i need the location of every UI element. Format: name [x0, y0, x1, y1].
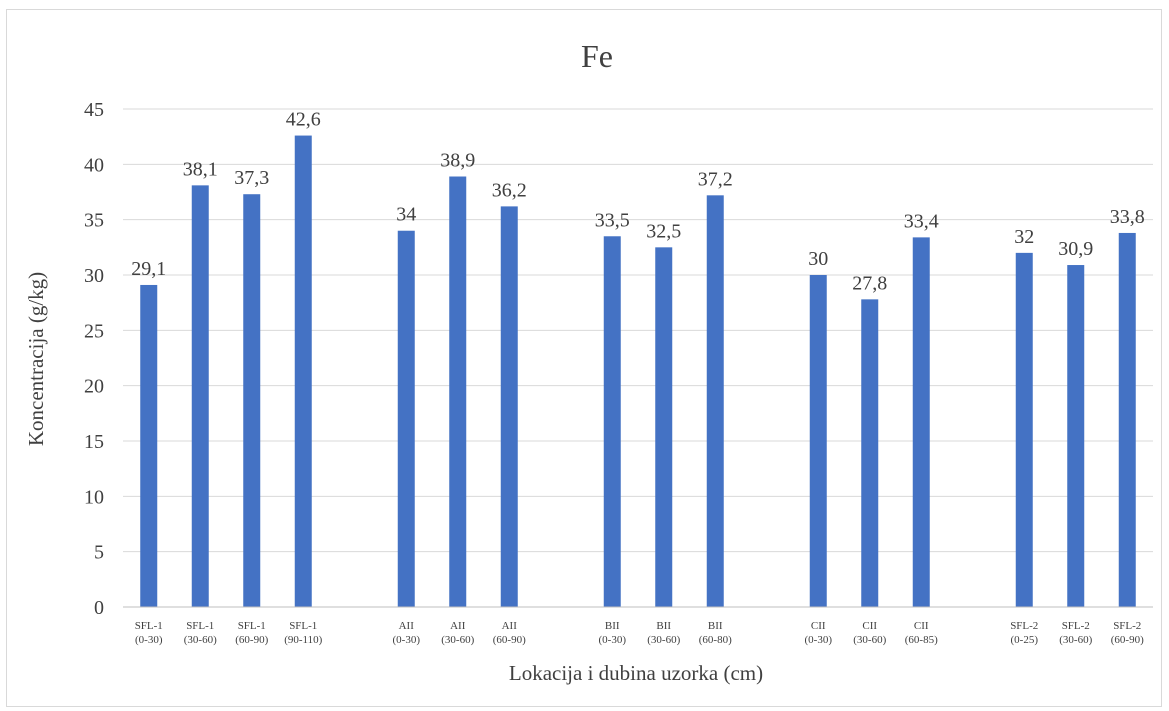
x-tick-label: AII	[399, 620, 415, 632]
x-tick-sublabel: (30-60)	[441, 634, 474, 646]
data-label: 30	[808, 248, 828, 270]
bar	[655, 247, 673, 608]
bars	[140, 135, 1136, 608]
data-label: 29,1	[131, 258, 166, 280]
bar	[449, 176, 467, 608]
x-axis-title: Lokacija i dubina uzorka (cm)	[509, 661, 763, 685]
bar	[243, 194, 261, 608]
y-tick-label: 30	[84, 265, 104, 287]
x-tick-sublabel: (30-60)	[184, 634, 217, 646]
data-label: 34	[396, 204, 416, 226]
x-tick-sublabel: (30-60)	[647, 634, 680, 646]
y-tick-label: 35	[84, 210, 104, 232]
x-tick-label: CII	[862, 620, 877, 632]
data-label: 38,9	[440, 150, 475, 172]
bar	[294, 135, 312, 607]
bar	[1118, 232, 1136, 608]
y-tick-label: 25	[84, 320, 104, 342]
x-tick-label: CII	[811, 620, 826, 632]
y-tick-label: 20	[84, 376, 104, 398]
bar	[191, 185, 209, 608]
chart-title: Fe	[581, 38, 613, 74]
bar	[809, 275, 827, 607]
data-label: 27,8	[852, 272, 887, 294]
bar	[500, 206, 518, 608]
x-tick-label: AII	[502, 620, 518, 632]
x-tick-sublabel: (0-25)	[1011, 634, 1039, 646]
bar	[912, 237, 930, 607]
bar	[397, 230, 415, 607]
data-label: 37,2	[698, 168, 733, 190]
x-tick-sublabel: (30-60)	[1059, 634, 1092, 646]
data-label: 33,8	[1110, 206, 1145, 228]
x-tick-sublabel: (60-90)	[235, 634, 268, 646]
y-tick-label: 15	[84, 431, 104, 453]
x-tick-label: SFL-1	[238, 620, 266, 632]
data-label: 32	[1014, 226, 1034, 248]
bar	[861, 299, 879, 607]
x-tick-label: CII	[914, 620, 929, 632]
x-tick-label: SFL-1	[289, 620, 317, 632]
x-tick-sublabel: (60-90)	[493, 634, 526, 646]
x-tick-label: SFL-1	[135, 620, 163, 632]
x-tick-label: SFL-1	[186, 620, 214, 632]
bar	[1015, 252, 1033, 607]
data-label: 33,5	[595, 209, 630, 231]
x-tick-sublabel: (60-90)	[1111, 634, 1144, 646]
y-axis-ticks: 0 5 10 15 20 25 30 35 40 45	[84, 99, 104, 619]
y-tick-label: 40	[84, 154, 104, 176]
data-label: 33,4	[904, 210, 939, 232]
bar	[140, 284, 158, 607]
x-tick-sublabel: (0-30)	[805, 634, 833, 646]
x-tick-label: BII	[605, 620, 620, 632]
y-axis-title: Koncentracija (g/kg)	[24, 272, 48, 446]
y-tick-label: 5	[94, 542, 104, 564]
bar	[706, 195, 724, 607]
x-axis-ticks: SFL-1 (0-30) SFL-1 (30-60) SFL-1 (60-90) SFL-1…	[135, 620, 1144, 646]
x-tick-label: AII	[450, 620, 466, 632]
x-tick-label: SFL-2	[1062, 620, 1090, 632]
data-label: 37,3	[234, 167, 269, 189]
y-tick-label: 45	[84, 99, 104, 121]
x-tick-sublabel: (0-30)	[599, 634, 627, 646]
data-label: 38,1	[183, 158, 218, 180]
x-tick-label: BII	[656, 620, 671, 632]
bar	[1067, 265, 1085, 607]
bar	[603, 236, 621, 607]
y-tick-label: 10	[84, 486, 104, 508]
y-tick-label: 0	[94, 597, 104, 619]
x-tick-label: BII	[708, 620, 723, 632]
x-tick-sublabel: (90-110)	[284, 634, 322, 646]
x-tick-label: SFL-2	[1113, 620, 1141, 632]
data-label: 30,9	[1058, 238, 1093, 260]
x-tick-sublabel: (60-85)	[905, 634, 938, 646]
x-tick-sublabel: (60-80)	[699, 634, 732, 646]
gridlines	[123, 108, 1153, 553]
x-tick-sublabel: (30-60)	[853, 634, 886, 646]
x-tick-sublabel: (0-30)	[135, 634, 163, 646]
x-tick-sublabel: (0-30)	[393, 634, 421, 646]
data-labels: 29,1 38,1 37,3 42,6 34 38,9 36,2 33,5 32,5 37,2 30…	[131, 109, 1145, 295]
data-label: 32,5	[646, 220, 681, 242]
data-label: 42,6	[286, 109, 321, 131]
x-tick-label: SFL-2	[1010, 620, 1038, 632]
data-label: 36,2	[492, 179, 527, 201]
